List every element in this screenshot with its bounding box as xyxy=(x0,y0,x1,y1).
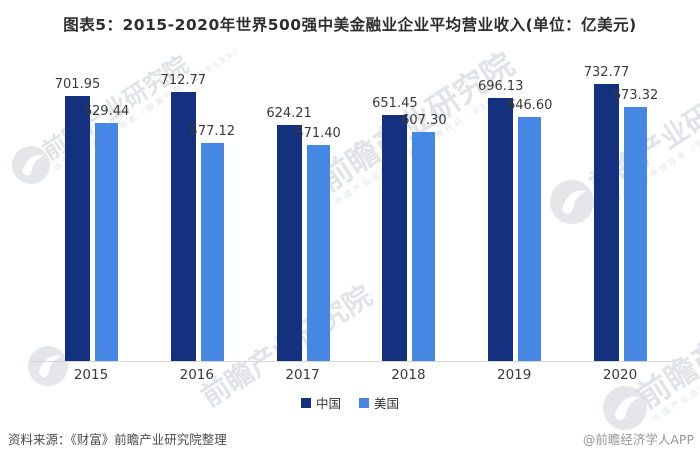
value-label-usa-2017: 571.40 xyxy=(295,126,341,142)
chart-title: 图表5：2015-2020年世界500强中美金融业企业平均营业收入(单位：亿美元… xyxy=(63,16,637,34)
legend-label-china: 中国 xyxy=(315,396,341,411)
legend-item-usa: 美国 xyxy=(359,393,399,412)
legend-swatch-usa xyxy=(359,397,369,408)
legend-item-china: 中国 xyxy=(300,393,341,412)
value-label-china-2020: 732.77 xyxy=(583,65,630,81)
bar-china-2015 xyxy=(65,96,90,361)
x-axis-label-2019: 2019 xyxy=(497,367,532,383)
value-label-china-2016: 712.77 xyxy=(160,72,207,88)
x-axis-line xyxy=(30,361,672,362)
bar-china-2017 xyxy=(276,125,302,361)
bar-usa-2019 xyxy=(518,116,542,361)
bar-usa-2018 xyxy=(412,131,436,361)
x-axis-label-2018: 2018 xyxy=(391,367,426,383)
value-label-usa-2018: 607.30 xyxy=(401,112,447,128)
bar-usa-2016 xyxy=(200,143,224,361)
value-label-usa-2016: 577.12 xyxy=(189,124,236,140)
x-axis-label-2017: 2017 xyxy=(285,367,320,383)
value-label-china-2019: 696.13 xyxy=(477,79,524,95)
legend-label-usa: 美国 xyxy=(374,396,400,411)
value-label-china-2017: 624.21 xyxy=(266,106,312,122)
value-label-usa-2015: 629.44 xyxy=(83,104,130,120)
bar-usa-2015 xyxy=(95,123,118,361)
bar-china-2018 xyxy=(382,115,408,361)
x-axis-label-2016: 2016 xyxy=(179,367,214,383)
bar-usa-2020 xyxy=(624,106,647,361)
value-label-usa-2020: 673.32 xyxy=(612,87,659,103)
value-label-china-2015: 701.95 xyxy=(54,77,101,92)
bar-usa-2017 xyxy=(306,145,330,361)
x-axis-label-2020: 2020 xyxy=(602,367,638,383)
credit-note: @前瞻经济学人APP xyxy=(582,432,694,447)
source-note: 资料来源：《财富》前瞻产业研究院整理 xyxy=(8,432,227,447)
bar-china-2020 xyxy=(594,84,619,361)
bar-china-2016 xyxy=(170,91,196,361)
legend-swatch-china xyxy=(300,397,311,408)
value-label-usa-2019: 646.60 xyxy=(506,97,553,113)
x-axis-label-2015: 2015 xyxy=(73,367,109,383)
value-label-china-2018: 651.45 xyxy=(372,96,418,112)
bar-china-2019 xyxy=(488,98,514,361)
legend: 中国 美国 xyxy=(0,393,700,412)
